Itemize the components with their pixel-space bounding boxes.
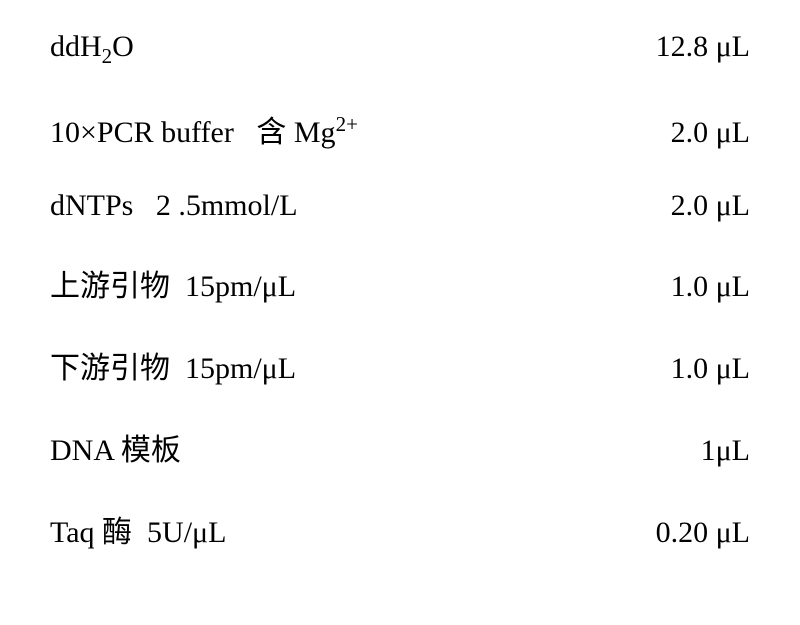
reagent-label: 10×PCR buffer 含 Mg2+ — [50, 107, 358, 151]
reagent-label: 下游引物 15pm/μL — [50, 343, 296, 387]
table-row: ddH2O 12.8 μL — [50, 30, 750, 69]
table-row: 上游引物 15pm/μL 1.0 μL — [50, 261, 750, 305]
reagent-label: Taq 酶 5U/μL — [50, 507, 226, 551]
reagent-volume: 1.0 μL — [671, 352, 750, 386]
reagent-label: ddH2O — [50, 30, 134, 69]
table-row: DNA 模板 1μL — [50, 425, 750, 469]
table-row: dNTPs 2 .5mmol/L 2.0 μL — [50, 189, 750, 223]
reagent-volume: 1μL — [701, 434, 750, 468]
reagent-volume: 2.0 μL — [671, 116, 750, 150]
table-row: 下游引物 15pm/μL 1.0 μL — [50, 343, 750, 387]
reagent-label: DNA 模板 — [50, 425, 181, 469]
reagent-volume: 12.8 μL — [656, 30, 750, 64]
reagent-volume: 2.0 μL — [671, 189, 750, 223]
reagent-volume: 0.20 μL — [656, 516, 750, 550]
reagent-volume: 1.0 μL — [671, 270, 750, 304]
reagent-label: 上游引物 15pm/μL — [50, 261, 296, 305]
table-row: Taq 酶 5U/μL 0.20 μL — [50, 507, 750, 551]
table-row: 10×PCR buffer 含 Mg2+ 2.0 μL — [50, 107, 750, 151]
reagent-label: dNTPs 2 .5mmol/L — [50, 189, 298, 223]
reagent-table: ddH2O 12.8 μL 10×PCR buffer 含 Mg2+ 2.0 μ… — [50, 30, 750, 551]
